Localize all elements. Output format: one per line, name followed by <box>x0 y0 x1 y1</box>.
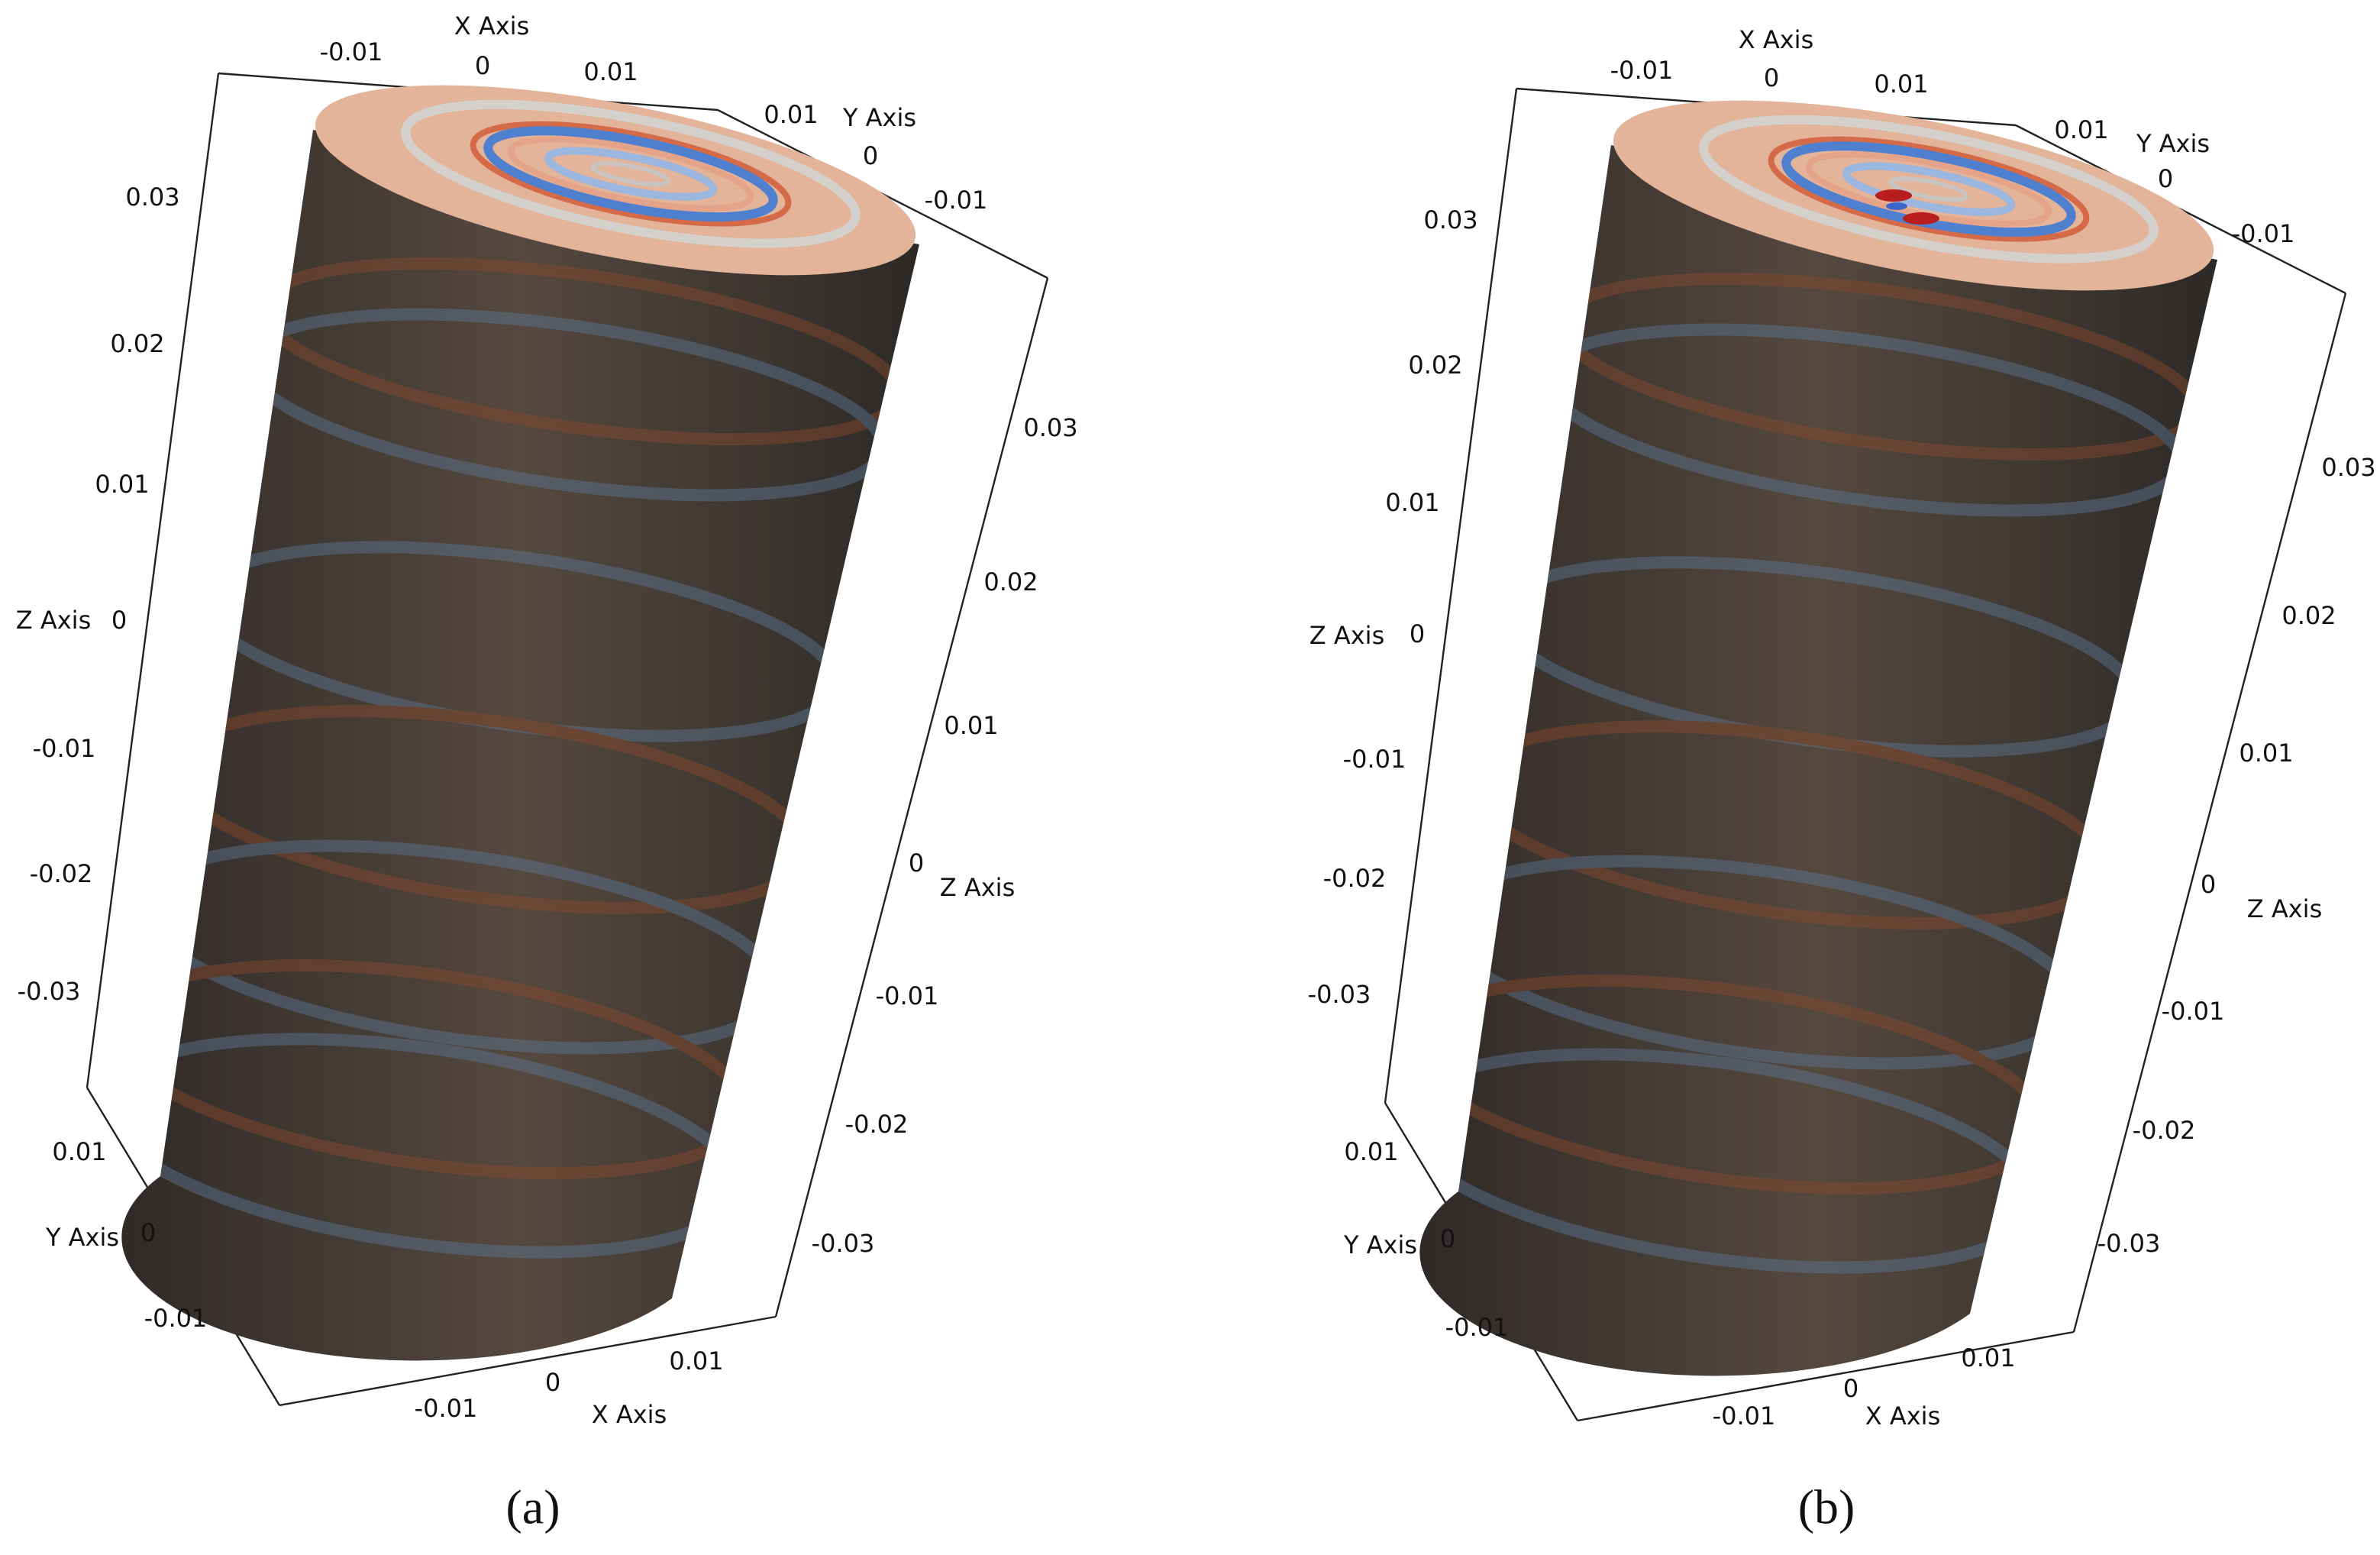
axis-title: Z Axis <box>16 606 91 635</box>
tick-label: -0.02 <box>1323 864 1387 893</box>
tick-label: 0.02 <box>110 329 164 358</box>
tick-label: 0.01 <box>1961 1343 2015 1372</box>
tick-label: 0 <box>545 1368 560 1397</box>
tick-label: 0.01 <box>1874 70 1928 99</box>
tick-label: -0.01 <box>144 1304 208 1333</box>
tick-label: 0.01 <box>944 711 998 740</box>
render <box>86 72 1049 1407</box>
tick-label: -0.01 <box>1713 1401 1776 1431</box>
tick-label: 0 <box>1843 1374 1858 1403</box>
tick-label: -0.03 <box>812 1229 875 1258</box>
tick-label: 0.01 <box>2239 739 2293 768</box>
tick-label: -0.01 <box>33 734 96 763</box>
axis-title: Y Axis <box>842 103 916 132</box>
tick-label: -0.01 <box>876 981 939 1010</box>
tick-label: 0 <box>475 51 490 80</box>
axis-title: Y Axis <box>45 1223 119 1252</box>
center-detail <box>1875 189 1939 225</box>
tick-label: 0.01 <box>2054 115 2108 144</box>
tick-label: 0.02 <box>983 567 1038 596</box>
cylinder-top <box>315 85 916 276</box>
caption: (b) <box>1798 1480 1855 1534</box>
tick-label: -0.03 <box>2097 1229 2161 1258</box>
tick-label: 0 <box>863 141 878 170</box>
tick-label: 0.03 <box>1423 205 1477 234</box>
tick-label: 0.01 <box>1344 1137 1398 1166</box>
tick-label: 0 <box>1410 619 1425 648</box>
axis-title: Y Axis <box>2136 129 2210 158</box>
tick-label: 0.03 <box>2321 453 2375 482</box>
render-b <box>1385 63 2346 1421</box>
tick-label: 0 <box>2201 870 2216 899</box>
tick-label: -0.02 <box>30 859 93 888</box>
tick-label: 0 <box>111 606 127 635</box>
tick-label: -0.03 <box>18 977 81 1006</box>
tick-label: 0.01 <box>764 100 818 129</box>
axis-title: Z Axis <box>1309 621 1384 650</box>
tick-label: 0.03 <box>1023 413 1077 442</box>
tick-label: 0.01 <box>52 1137 106 1166</box>
tick-label: -0.01 <box>2162 997 2225 1026</box>
axis-title: X Axis <box>454 11 529 40</box>
tick-label: 0 <box>909 849 924 878</box>
tick-label: -0.01 <box>1343 745 1406 774</box>
axis-title: Z Axis <box>2247 894 2322 923</box>
tick-label: 0.03 <box>125 183 179 212</box>
axis-title: Z Axis <box>940 873 1015 902</box>
axis-title: X Axis <box>1739 25 1813 54</box>
caption: (a) <box>505 1480 560 1534</box>
tick-label: -0.03 <box>1308 980 1371 1009</box>
cylinder-side <box>121 130 919 1361</box>
tick-label: -0.02 <box>2133 1116 2196 1145</box>
tick-label: -0.01 <box>415 1394 478 1423</box>
axis-title: Y Axis <box>1343 1230 1417 1259</box>
tick-label: -0.02 <box>845 1110 909 1139</box>
tick-label: 0 <box>140 1218 156 1247</box>
tick-label: 0.02 <box>1408 351 1462 380</box>
tick-label: 0 <box>1764 63 1779 92</box>
axis-title: X Axis <box>1865 1401 1940 1431</box>
tick-label: -0.01 <box>1610 56 1674 85</box>
tick-label: 0 <box>1440 1224 1455 1253</box>
tick-label: -0.01 <box>2232 219 2295 248</box>
tick-label: -0.01 <box>320 37 383 66</box>
tick-label: -0.01 <box>1445 1313 1509 1342</box>
tick-label: 0.01 <box>95 470 149 499</box>
tick-label: 0.01 <box>583 57 638 86</box>
tick-label: -0.01 <box>925 186 988 215</box>
tick-label: 0.01 <box>1385 488 1439 517</box>
tick-label: 0.01 <box>669 1346 723 1376</box>
axis-title: X Axis <box>592 1400 667 1429</box>
tick-label: 0 <box>2158 164 2173 193</box>
tick-label: 0.02 <box>2282 601 2336 630</box>
